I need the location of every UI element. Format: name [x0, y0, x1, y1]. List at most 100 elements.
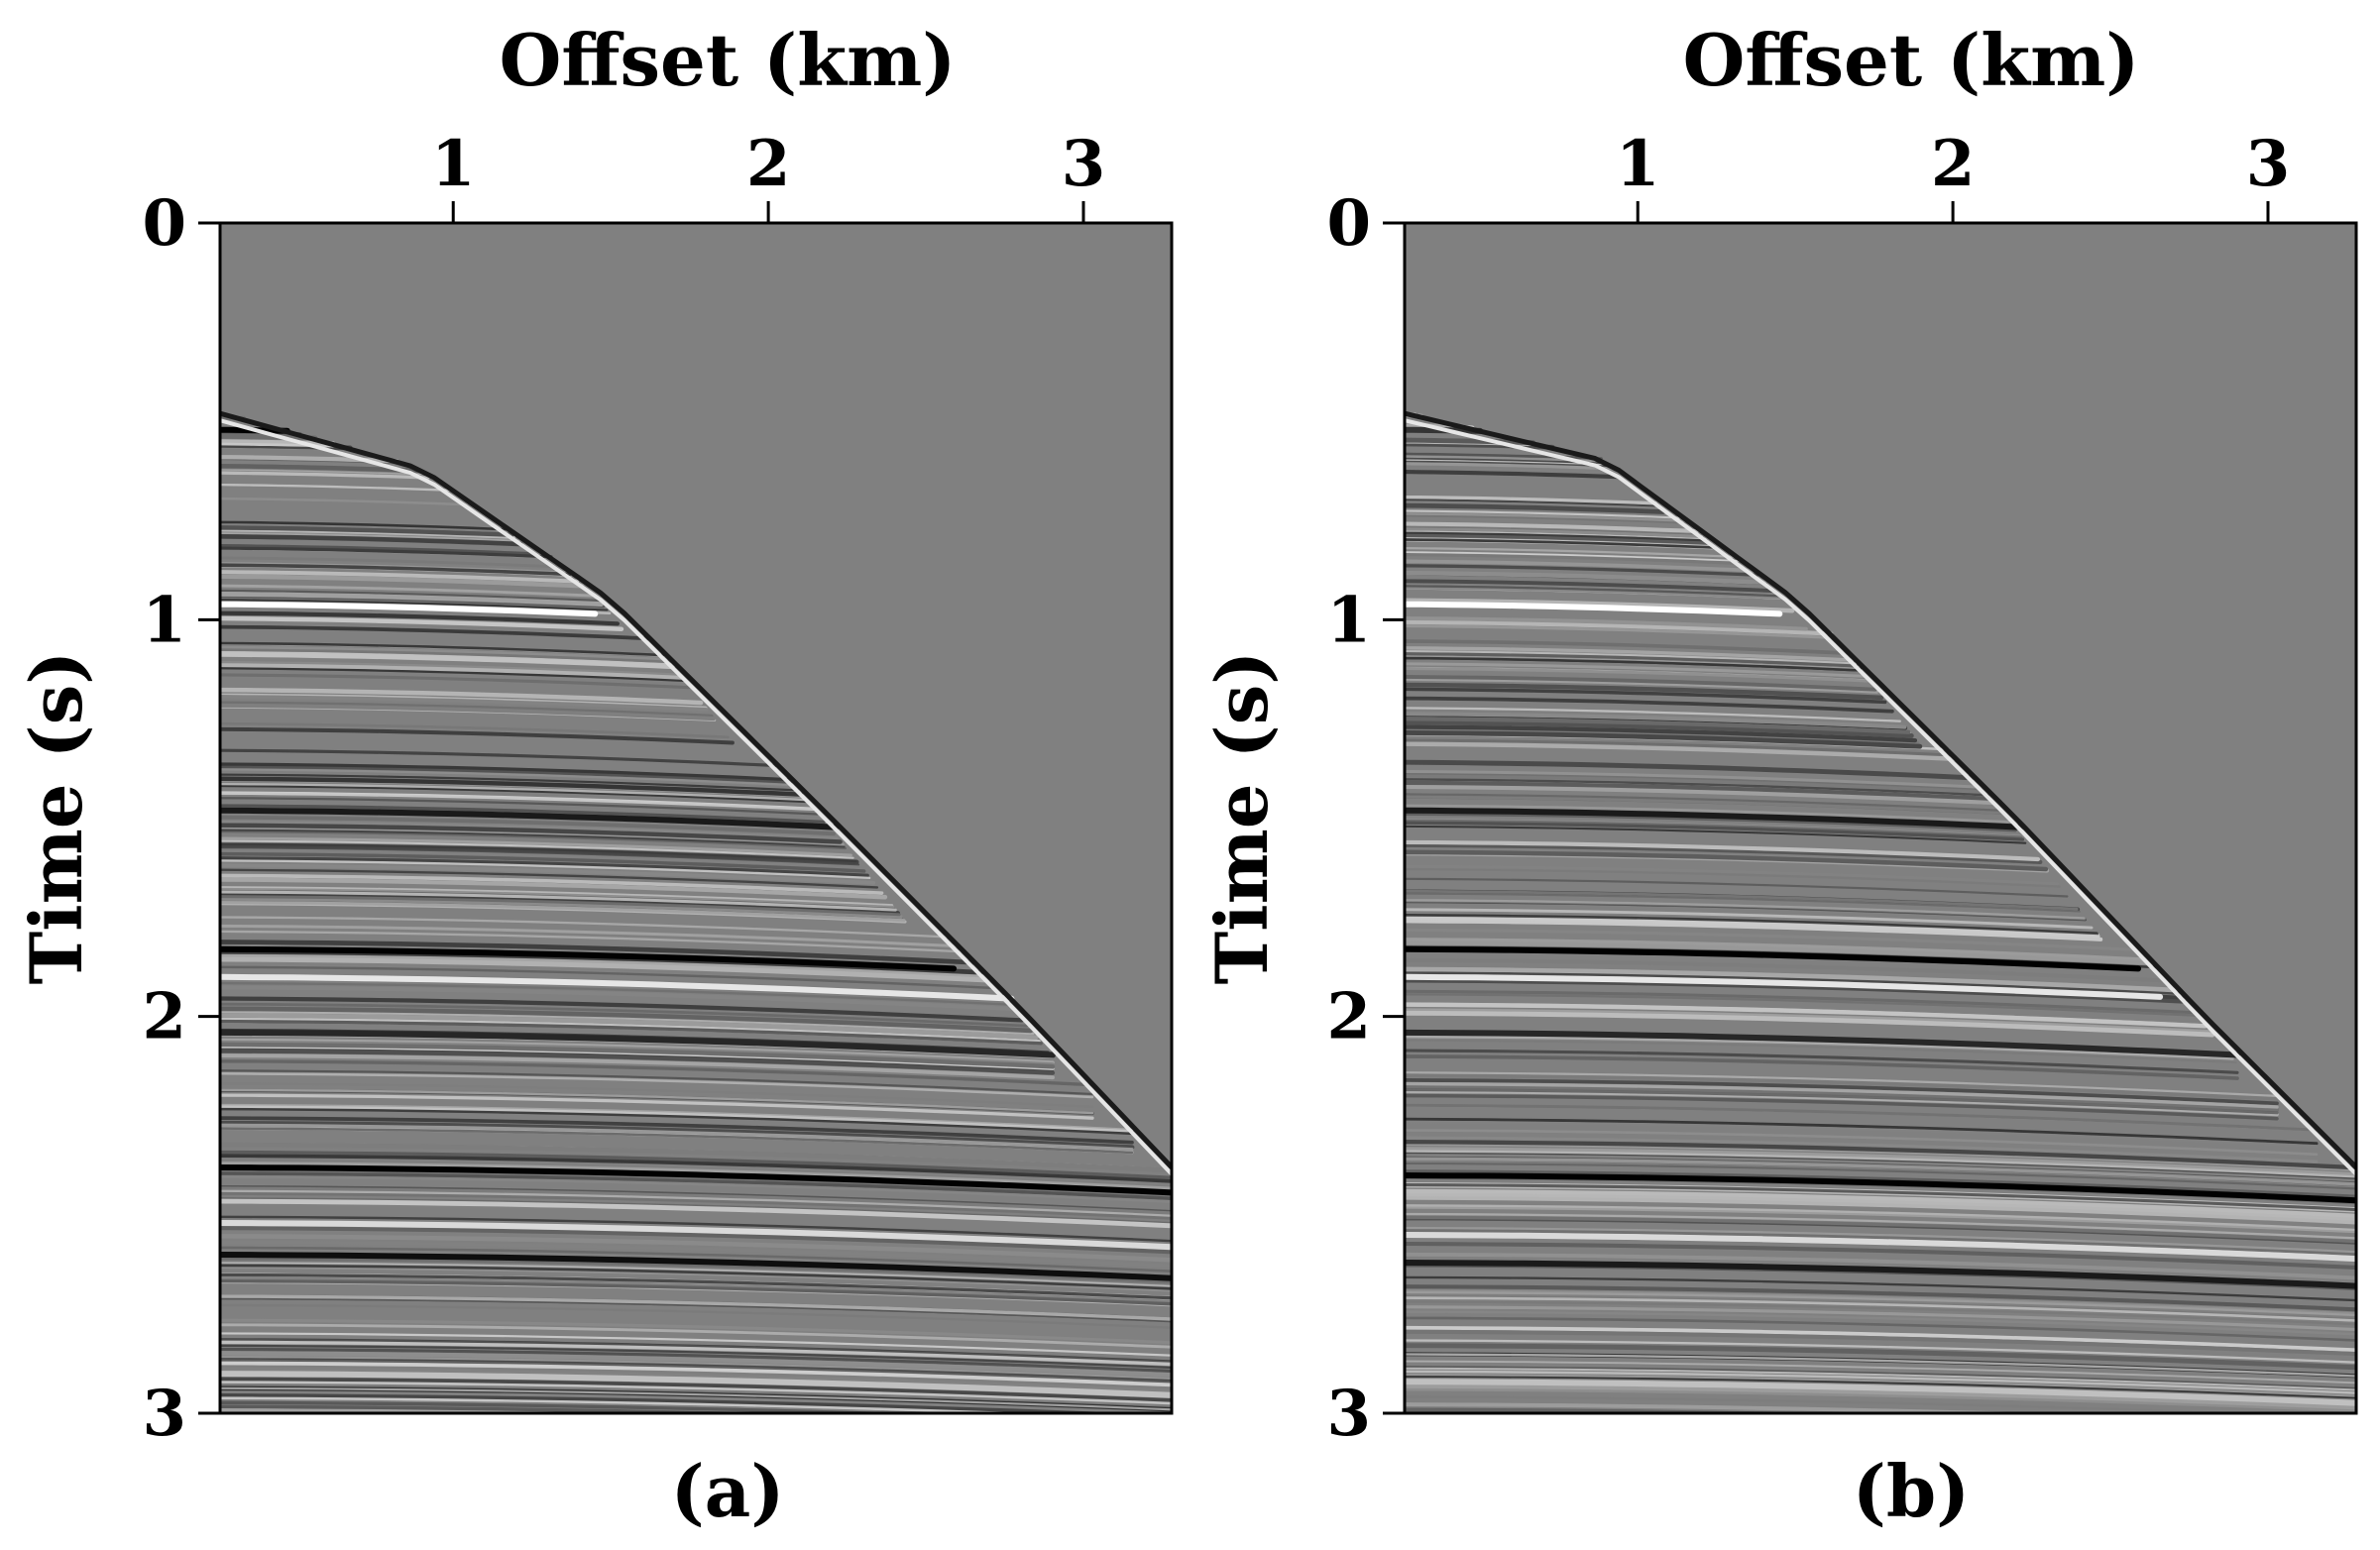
- reflection-event: [1405, 793, 2000, 812]
- reflection-event: [220, 897, 903, 919]
- reflection-event: [1405, 559, 1755, 573]
- reflection-event: [1405, 656, 1862, 672]
- reflection-event: [220, 1407, 675, 1413]
- reflection-event: [1405, 619, 1834, 636]
- reflection-event: [1405, 727, 1920, 746]
- reflection-event: [1405, 1407, 1853, 1413]
- reflection-event: [1405, 916, 2100, 939]
- strong-reflection-event: [1405, 1232, 2356, 1263]
- panel-a-frame: [218, 221, 1174, 1415]
- reflection-event: [1405, 1275, 2356, 1302]
- reflection-event: [1405, 1010, 2215, 1038]
- reflection-event: [220, 886, 894, 908]
- panel-b-ylabel: Time (s): [1199, 651, 1284, 985]
- reflection-event: [220, 1082, 1094, 1108]
- reflection-event: [220, 673, 691, 690]
- panel-b-xlabel: Offset (km): [1683, 18, 2140, 102]
- x-tick-label: 3: [2246, 127, 2291, 201]
- reflection-event: [220, 1040, 1055, 1065]
- reflection-event: [1405, 1054, 2239, 1080]
- reflection-event: [220, 556, 564, 569]
- reflection-event: [220, 1344, 1172, 1370]
- reflection-event: [1405, 978, 2188, 1004]
- reflection-event: [220, 981, 1010, 1006]
- reflection-event: [1405, 1093, 2279, 1121]
- reflection-event: [220, 797, 819, 816]
- strong-reflection-event: [220, 973, 1015, 1002]
- reflection-event: [1405, 1192, 2356, 1222]
- reflection-event: [220, 533, 523, 547]
- reflection-event: [1405, 1078, 2279, 1106]
- reflection-event: [1405, 1385, 2356, 1412]
- reflection-event: [1405, 564, 1759, 577]
- reflection-event: [1405, 839, 2041, 862]
- x-tick-label: 2: [746, 127, 791, 201]
- first-break-event: [220, 418, 1172, 1176]
- reflection-event: [1405, 1143, 2356, 1171]
- reflection-event: [220, 1356, 1172, 1381]
- reflection-event: [1405, 772, 1984, 793]
- reflection-event: [1405, 1402, 2061, 1413]
- panel-b-ticks: 1 2 3 0 1 2 3: [1326, 127, 2290, 1451]
- reflection-event: [1405, 1367, 2356, 1391]
- panel-a: 1 2 3 0 1 2 3 Offset (km) Time (s) (a): [14, 18, 1174, 1533]
- reflection-event: [1405, 1035, 2234, 1060]
- reflection-event: [1405, 1002, 2208, 1029]
- reflection-event: [220, 890, 897, 912]
- reflection-event: [1405, 1120, 2319, 1149]
- reflection-event: [1405, 819, 2023, 839]
- reflection-event: [1405, 720, 1914, 738]
- panel-a-ylabel: Time (s): [14, 651, 98, 985]
- reflection-event: [1405, 1310, 2356, 1336]
- reflection-event: [1405, 804, 2010, 824]
- reflection-event: [220, 1215, 1172, 1243]
- panel-b-label: (b): [1853, 1449, 1970, 1533]
- reflection-event: [220, 1278, 1172, 1306]
- reflection-event: [1405, 795, 2003, 815]
- reflection-event: [1405, 849, 2049, 872]
- reflection-event: [220, 1038, 1055, 1064]
- reflection-event: [1405, 825, 2027, 844]
- strong-reflection-event: [1405, 601, 1783, 617]
- reflection-event: [1405, 1204, 2356, 1232]
- reflection-event: [1405, 1370, 2356, 1394]
- reflection-event: [220, 1256, 1172, 1284]
- reflection-event: [1405, 894, 2083, 916]
- reflection-event: [220, 839, 854, 859]
- panel-b: 1 2 3 0 1 2 3 Offset (km) Time (s) (b): [1199, 18, 2358, 1533]
- reflection-event: [220, 1120, 1135, 1151]
- reflection-event: [220, 1198, 1172, 1229]
- reflection-event: [1405, 1129, 2319, 1157]
- reflection-event: [220, 463, 420, 473]
- reflection-event: [220, 1088, 1094, 1115]
- reflection-event: [220, 792, 815, 811]
- reflection-event: [220, 1409, 532, 1413]
- reflection-event: [1405, 687, 1887, 705]
- reflection-event: [220, 1000, 1026, 1025]
- reflection-event: [1405, 652, 1859, 668]
- reflection-event: [220, 1053, 1055, 1080]
- reflection-event: [220, 663, 684, 680]
- reflection-event: [220, 1386, 1172, 1411]
- reflection-event: [220, 846, 860, 866]
- panel-a-ticks: 1 2 3 0 1 2 3: [142, 127, 1105, 1451]
- reflection-event: [1405, 1162, 2356, 1190]
- reflection-event: [1405, 1290, 2356, 1317]
- reflection-event: [220, 687, 704, 706]
- reflection-event: [220, 645, 668, 661]
- reflection-event: [220, 1246, 1172, 1273]
- first-break-event: [1405, 418, 2356, 1176]
- reflection-event: [1405, 1147, 2356, 1176]
- reflection-event: [220, 599, 609, 611]
- reflection-event: [1405, 889, 2079, 911]
- strong-reflection-event: [220, 1371, 1172, 1398]
- reflection-event: [1405, 1374, 2356, 1397]
- reflection-event: [1405, 1284, 2356, 1312]
- reflection-event: [1405, 696, 1894, 714]
- reflection-event: [1405, 842, 2043, 865]
- reflection-event: [1405, 624, 1836, 639]
- reflection-event: [220, 1188, 1172, 1218]
- reflection-event: [1405, 666, 1870, 683]
- reflection-event: [1405, 707, 1901, 722]
- reflection-event: [220, 748, 779, 768]
